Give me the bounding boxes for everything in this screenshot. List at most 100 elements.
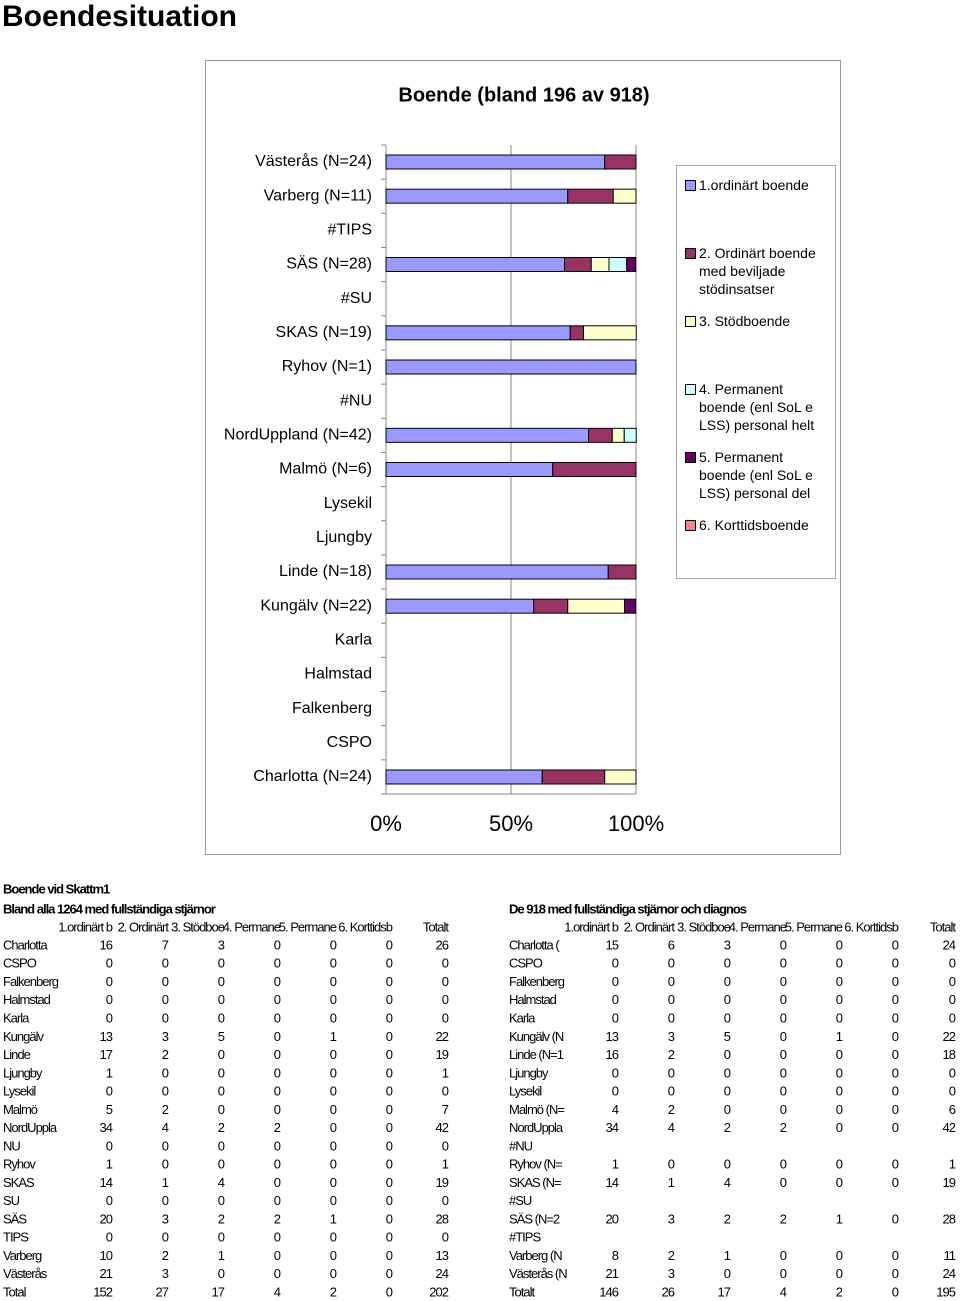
bar-segment	[607, 564, 637, 580]
cell: 0	[274, 992, 281, 1007]
y-tick-label: Lysekil	[324, 495, 372, 512]
column-header: 6. Korttidsb	[338, 919, 393, 934]
row-label: SÄS	[3, 1211, 27, 1226]
cell: 1	[668, 1175, 675, 1190]
cell: 5	[106, 1102, 113, 1117]
cell: 0	[724, 956, 731, 971]
cell: 0	[330, 1065, 337, 1080]
bar-segment	[611, 427, 625, 443]
cell: 14	[606, 1175, 619, 1190]
cell: 0	[106, 974, 113, 989]
bar-segment	[385, 462, 554, 477]
cell: 4	[274, 1284, 281, 1299]
cell: 0	[218, 1047, 225, 1062]
cell: 4	[780, 1284, 787, 1299]
cell: 2	[668, 1047, 675, 1062]
cell: 0	[386, 1029, 393, 1044]
cell: 1	[442, 1065, 449, 1080]
bar-segment	[567, 188, 614, 204]
table-title: Boende vid Skattm1	[3, 881, 110, 896]
bar-segment	[612, 188, 637, 204]
cell: 0	[668, 1065, 675, 1080]
bar-segment	[385, 564, 609, 580]
cell: 0	[668, 992, 675, 1007]
cell: 0	[162, 956, 169, 971]
bar-segment	[564, 257, 592, 272]
cell: 2	[668, 1248, 675, 1263]
cell: 0	[892, 937, 899, 952]
cell: 2	[218, 1211, 225, 1226]
cell: 0	[274, 1230, 281, 1245]
cell: 0	[218, 1138, 225, 1153]
cell: 3	[668, 1211, 675, 1226]
cell: 4	[668, 1120, 675, 1135]
cell: 0	[106, 1138, 113, 1153]
tables: Boende vid Skattm1 Bland alla 1264 med fu…	[3, 881, 957, 1299]
cell: 0	[892, 1120, 899, 1135]
cell: 0	[442, 1084, 449, 1099]
legend-label: 5. Permanent boende (enl SoL e LSS) pers…	[699, 449, 813, 501]
cell: 0	[218, 1010, 225, 1025]
cell: 0	[274, 974, 281, 989]
row-label: Totalt	[509, 1284, 535, 1299]
cell: 0	[386, 1047, 393, 1062]
cell: 0	[836, 1047, 843, 1062]
cell: 0	[162, 1065, 169, 1080]
cell: 2	[274, 1211, 281, 1226]
cell: 0	[386, 1248, 393, 1263]
cell: 16	[606, 1047, 619, 1062]
cell: 0	[218, 1084, 225, 1099]
column-header: 2. Ordinärt	[624, 919, 676, 934]
cell: 0	[274, 1029, 281, 1044]
bar-segment	[608, 257, 628, 272]
cell: 0	[442, 1138, 449, 1153]
cell: 0	[836, 1157, 843, 1172]
cell: 0	[612, 992, 619, 1007]
cell: 0	[836, 992, 843, 1007]
cell: 0	[218, 1065, 225, 1080]
y-tick-label: SÄS (N=28)	[286, 255, 372, 273]
cell: 0	[274, 956, 281, 971]
cell: 0	[780, 1047, 787, 1062]
cell: 3	[668, 1029, 675, 1044]
cell: 0	[386, 1193, 393, 1208]
cell: 0	[892, 1065, 899, 1080]
cell: 0	[274, 1084, 281, 1099]
column-header: 1.ordinärt b	[58, 919, 113, 934]
cell: 0	[386, 1230, 393, 1245]
cell: 0	[892, 1211, 899, 1226]
bar-segment	[604, 769, 637, 785]
cell: 0	[218, 992, 225, 1007]
cell: 0	[106, 1010, 113, 1025]
cell: 146	[599, 1284, 618, 1299]
cell: 0	[274, 1193, 281, 1208]
cell: 1	[106, 1065, 113, 1080]
row-label: CSPO	[509, 956, 543, 971]
cell: 0	[162, 1157, 169, 1172]
cell: 4	[218, 1175, 225, 1190]
cell: 0	[330, 1248, 337, 1263]
cell: 0	[274, 1102, 281, 1117]
cell: 1	[836, 1029, 843, 1044]
legend-item: 1.ordinärt boende	[685, 176, 833, 194]
column-header: 3. Stödboe	[677, 919, 731, 934]
row-label: Lysekil	[3, 1084, 36, 1099]
cell: 0	[442, 974, 449, 989]
cell: 3	[724, 937, 731, 952]
bar-segment	[385, 154, 606, 170]
cell: 0	[274, 937, 281, 952]
cell: 0	[892, 1010, 899, 1025]
row-label: NordUppla	[3, 1120, 58, 1135]
cell: 26	[662, 1284, 675, 1299]
column-header: 4. Permane	[729, 919, 787, 934]
y-tick-label: #SU	[341, 290, 372, 307]
legend: 1.ordinärt boende 2. Ordinärt boende med …	[676, 165, 836, 579]
cell: 0	[442, 1230, 449, 1245]
plot: 0% 50% 100% Västerås (N=24) Varberg (N=11) #T…	[224, 144, 664, 836]
cell: 0	[330, 974, 337, 989]
legend-label: 6. Korttidsboende	[699, 517, 809, 533]
cell: 2	[330, 1284, 337, 1299]
cell: 0	[836, 1120, 843, 1135]
y-tick-label: Malmö (N=6)	[279, 461, 372, 478]
cell: 10	[100, 1248, 113, 1263]
